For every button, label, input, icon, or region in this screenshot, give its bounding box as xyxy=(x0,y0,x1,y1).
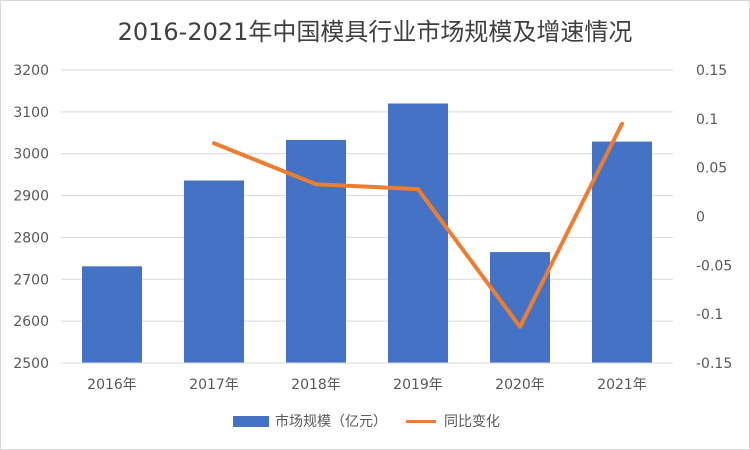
y-right-axis-ticks: -0.15 -0.1 -0.05 0 0.05 0.1 0.15 xyxy=(696,63,732,372)
y-right-tick-label: -0.05 xyxy=(696,258,732,274)
y-left-axis-ticks: 2500 2600 2700 2800 2900 3000 3100 3200 xyxy=(13,63,49,372)
bar xyxy=(490,252,550,363)
y-left-tick-label: 2700 xyxy=(13,272,49,288)
x-tick-label: 2019年 xyxy=(393,377,443,393)
bar xyxy=(286,139,346,363)
x-tick-label: 2021年 xyxy=(597,377,647,393)
bar xyxy=(592,141,652,363)
chart-title: 2016-2021年中国模具行业市场规模及增速情况 xyxy=(118,18,633,46)
y-left-tick-label: 2600 xyxy=(13,314,49,330)
y-left-tick-label: 2500 xyxy=(13,356,49,372)
legend-swatch-bar xyxy=(233,416,269,427)
y-left-tick-label: 3000 xyxy=(13,147,49,163)
y-right-tick-label: 0 xyxy=(696,210,705,226)
y-right-tick-label: 0.05 xyxy=(696,161,727,177)
x-tick-label: 2017年 xyxy=(189,377,239,393)
y-right-tick-label: -0.1 xyxy=(696,307,723,323)
x-tick-label: 2016年 xyxy=(87,377,137,393)
gridlines xyxy=(61,69,673,364)
y-right-tick-label: 0.1 xyxy=(696,112,718,128)
bar-series xyxy=(82,103,652,363)
y-left-tick-label: 2900 xyxy=(13,189,49,205)
legend-label-bar: 市场规模（亿元） xyxy=(275,413,387,430)
line-series-path xyxy=(212,121,624,329)
x-axis-ticks: 2016年 2017年 2018年 2019年 2020年 2021年 xyxy=(61,362,673,393)
bar xyxy=(184,180,244,363)
y-left-tick-label: 3200 xyxy=(13,63,49,79)
bar xyxy=(82,266,142,363)
line-series xyxy=(212,121,624,329)
bar xyxy=(388,103,448,363)
x-tick-label: 2020年 xyxy=(495,377,545,393)
y-right-tick-label: 0.15 xyxy=(696,63,727,79)
legend: 市场规模（亿元） 同比变化 xyxy=(233,413,500,430)
y-left-tick-label: 3100 xyxy=(13,105,49,121)
x-tick-label: 2018年 xyxy=(291,377,341,393)
y-right-tick-label: -0.15 xyxy=(696,356,732,372)
legend-label-line: 同比变化 xyxy=(444,414,500,430)
y-left-tick-label: 2800 xyxy=(13,230,49,246)
